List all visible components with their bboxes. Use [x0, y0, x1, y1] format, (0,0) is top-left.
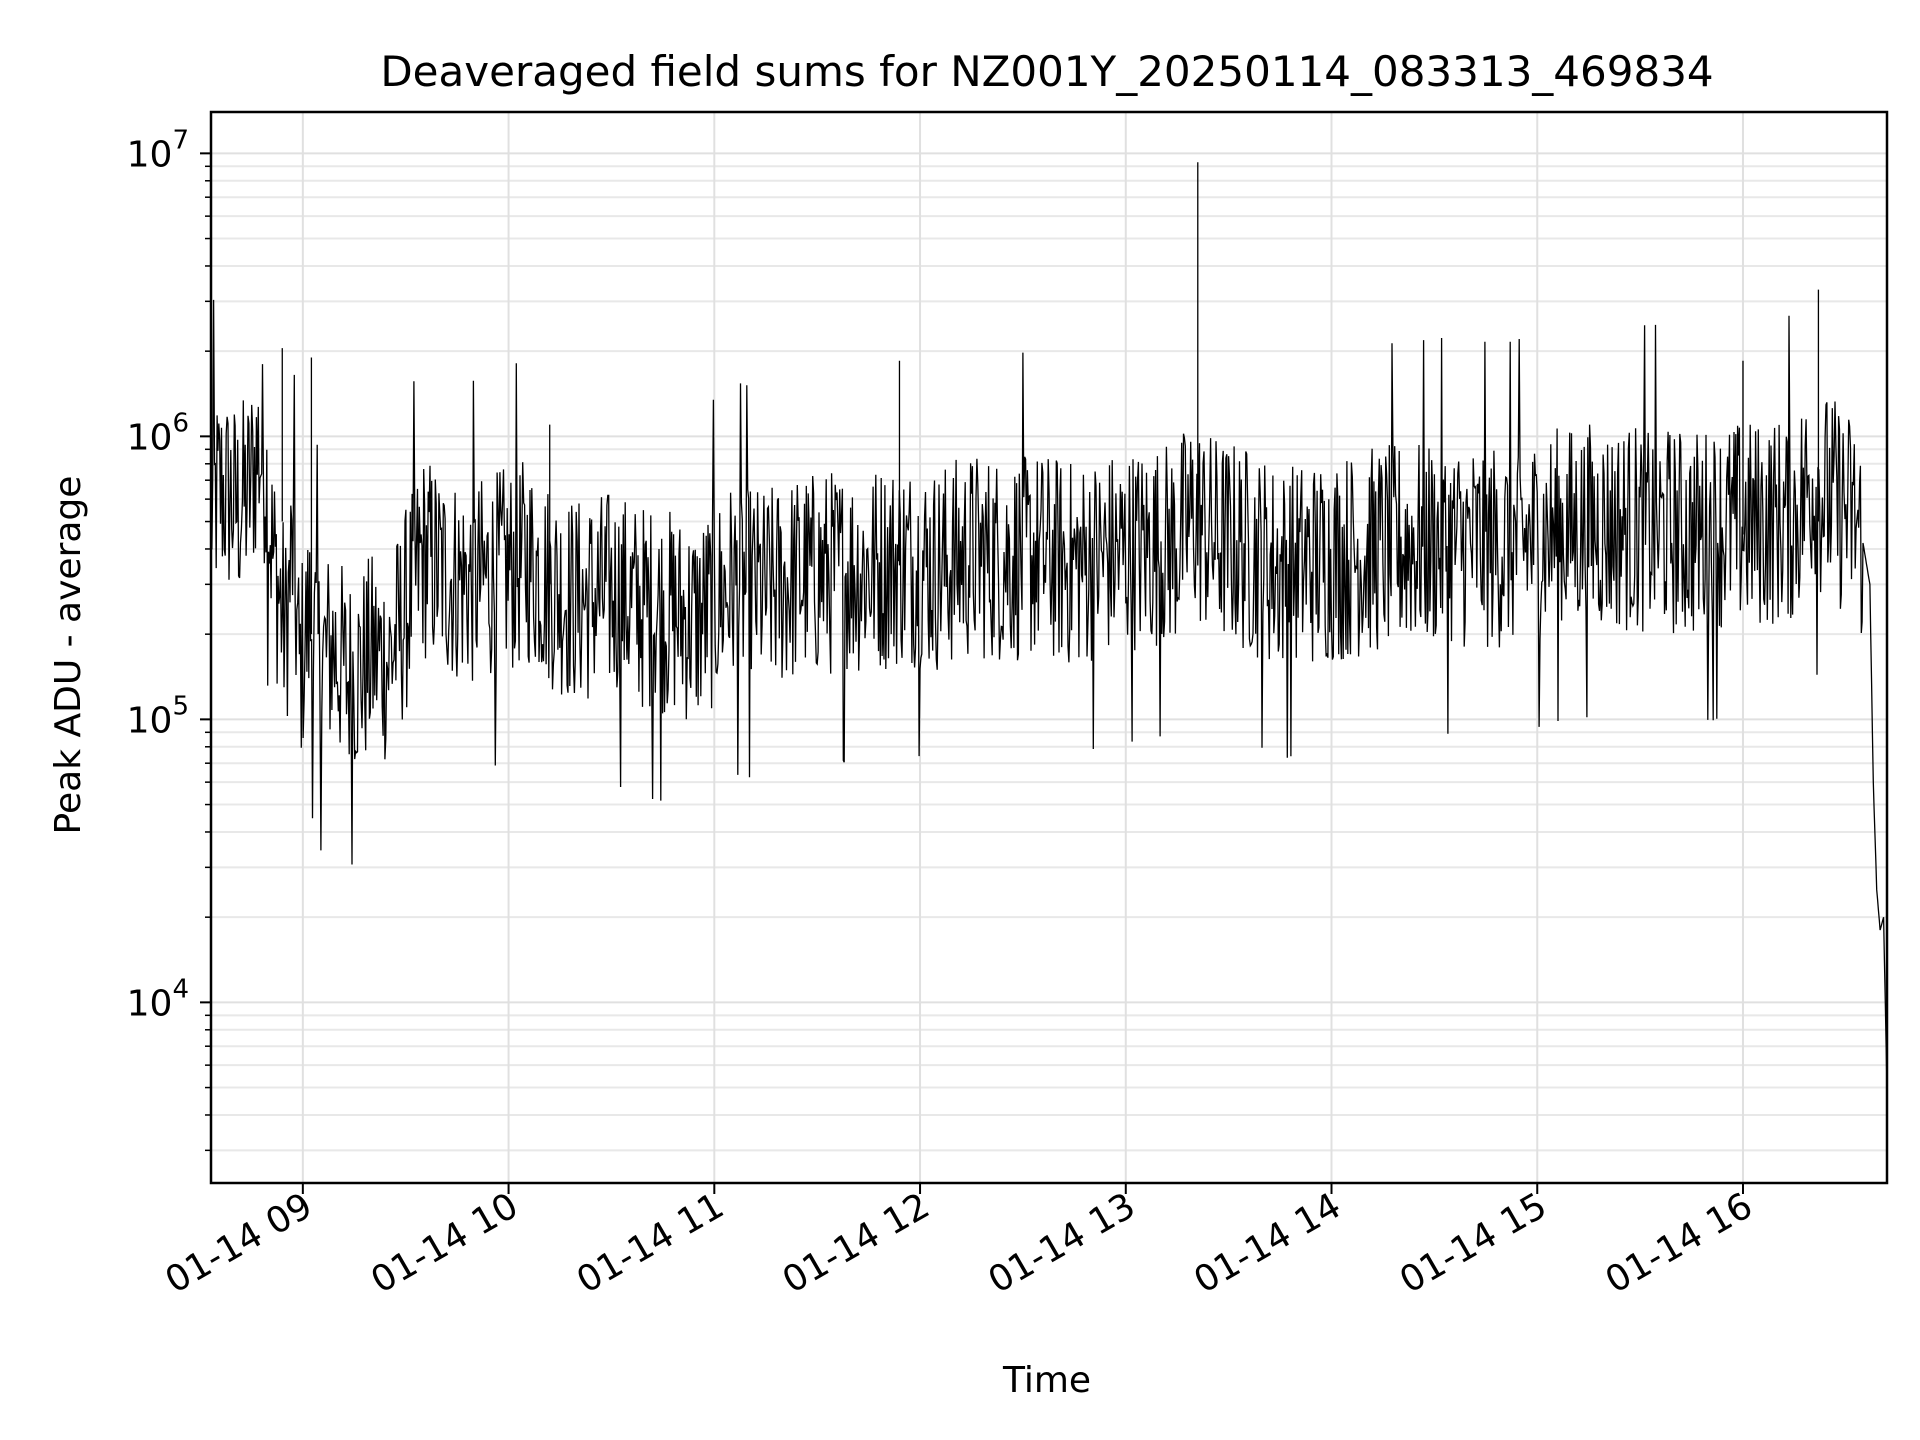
- series-layer: [210, 162, 1888, 1088]
- chart-title: Deaveraged field sums for NZ001Y_2025011…: [380, 47, 1713, 96]
- y-axis-label: Peak ADU - average: [48, 476, 89, 835]
- ticks: [200, 152, 1744, 1194]
- plot-frame: [209, 110, 1889, 1185]
- y-tick-label: 107: [127, 125, 189, 175]
- y-tick-label: 106: [127, 408, 189, 458]
- y-tick-labels: 104 105 106 107: [127, 125, 189, 1024]
- y-tick-label: 105: [127, 691, 189, 741]
- x-axis-label: Time: [1002, 1360, 1091, 1401]
- series-line: [210, 299, 1888, 1088]
- y-tick-label: 104: [127, 974, 189, 1024]
